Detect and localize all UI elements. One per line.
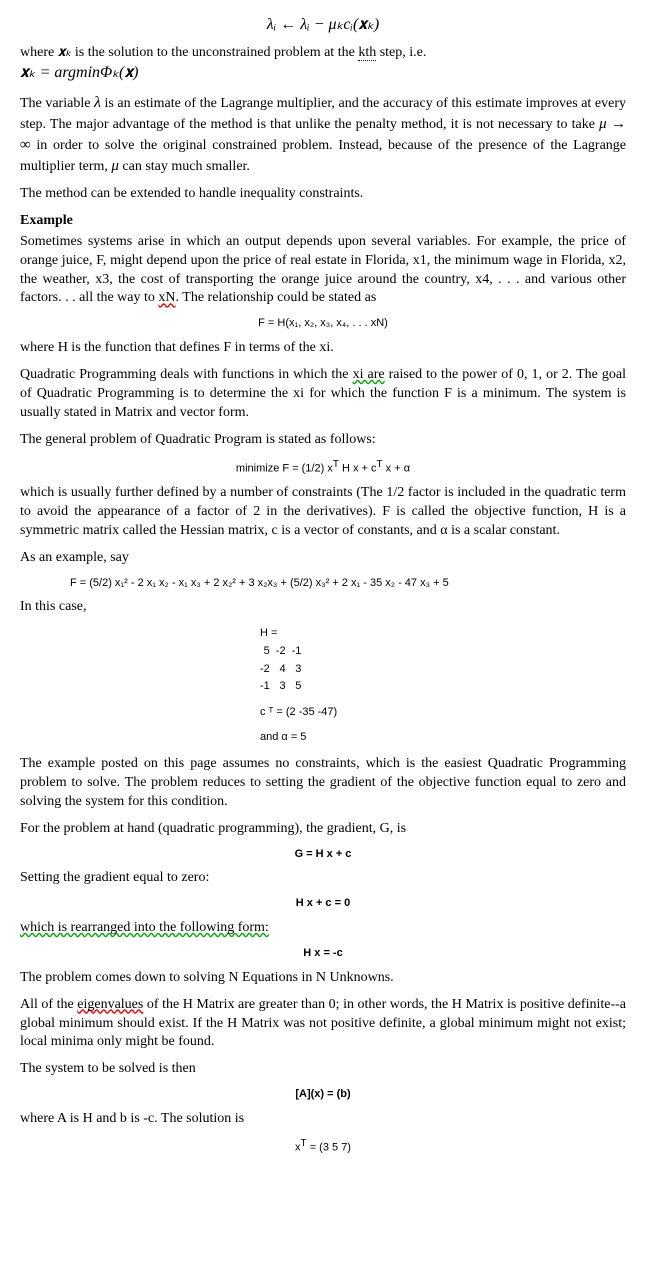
text: H x + c — [339, 462, 377, 474]
alpha-value: and α = 5 — [260, 729, 626, 747]
eq-f-equals-h: F = H(x₁, x₂, x₃, x₄, . . . xN) — [20, 316, 626, 331]
cell: -2 — [276, 643, 292, 661]
xn-word: xN — [158, 290, 175, 305]
para-qp-deals: Quadratic Programming deals with functio… — [20, 366, 626, 423]
text: . The relationship could be stated as — [176, 290, 377, 305]
text: The variable — [20, 96, 94, 111]
cell: 5 — [292, 678, 308, 696]
para-eigenvalues: All of the eigenvalues of the H Matrix a… — [20, 996, 626, 1053]
cell: -1 — [260, 678, 276, 696]
para-system-solved: The system to be solved is then — [20, 1060, 626, 1079]
argmin-eq: 𝐱ₖ = argminΦₖ(𝐱) — [20, 64, 138, 81]
heading-example: Example — [20, 213, 73, 228]
cell: 3 — [276, 678, 292, 696]
eq-g: G = H x + c — [20, 847, 626, 862]
c-transpose: c ᵀ = (2 -35 -47) — [260, 704, 626, 722]
cell: 3 — [292, 661, 308, 679]
eq-hx-negc: H x = -c — [20, 946, 626, 961]
text: Quadratic Programming deals with functio… — [20, 367, 353, 382]
h-matrix: 5-2-1 -243 -135 — [260, 643, 307, 696]
para-n-unknowns: The problem comes down to solving N Equa… — [20, 969, 626, 988]
matrix-h-block: H = 5-2-1 -243 -135 c ᵀ = (2 -35 -47) an… — [260, 625, 626, 747]
eq-xt-solution: xT = (3 5 7) — [20, 1137, 626, 1156]
eq-lambda-update: λᵢ ← λᵢ − μₖcᵢ(𝐱ₖ) — [20, 14, 626, 36]
para-constraints: which is usually further defined by a nu… — [20, 484, 626, 541]
cell: 5 — [260, 643, 276, 661]
para-example-posted: The example posted on this page assumes … — [20, 755, 626, 812]
kth-word: kth — [358, 45, 376, 61]
para-variable-lambda: The variable λ is an estimate of the Lag… — [20, 92, 626, 177]
mu-symbol: μ — [111, 158, 119, 174]
h-label: H = — [260, 625, 626, 643]
text: is an estimate of the Lagrange multiplie… — [20, 96, 626, 132]
cell: 4 — [276, 661, 292, 679]
para-gradient: For the problem at hand (quadratic progr… — [20, 820, 626, 839]
eq-minimize: minimize F = (1/2) xT H x + cT x + α — [20, 458, 626, 477]
xi-are: xi are — [353, 367, 385, 382]
para-where-h: where H is the function that defines F i… — [20, 339, 626, 358]
rearranged-text: which is rearranged into the following f… — [20, 920, 269, 935]
para-in-this-case: In this case, — [20, 598, 626, 617]
eq-f-long: F = (5/2) x₁² - 2 x₁ x₂ - x₁ x₃ + 2 x₂² … — [70, 576, 626, 591]
para-general-problem: The general problem of Quadratic Program… — [20, 431, 626, 450]
para-example: Sometimes systems arise in which an outp… — [20, 233, 626, 309]
xk-symbol: 𝐱ₖ — [58, 45, 72, 60]
para-as-example: As an example, say — [20, 549, 626, 568]
eq-ax-b: [A](x) = (b) — [20, 1087, 626, 1102]
text: step, i.e. — [376, 45, 426, 60]
lambda-symbol: λ — [94, 94, 101, 111]
text: can stay much smaller. — [119, 159, 250, 174]
cell: -1 — [292, 643, 308, 661]
text: where — [20, 45, 58, 60]
text: = (3 5 7) — [307, 1142, 351, 1154]
eigenvalues-word: eigenvalues — [77, 997, 143, 1012]
para-extend: The method can be extended to handle ine… — [20, 185, 626, 204]
para-setting-zero: Setting the gradient equal to zero: — [20, 869, 626, 888]
para-where-xk: where 𝐱ₖ is the solution to the unconstr… — [20, 44, 626, 85]
para-rearranged: which is rearranged into the following f… — [20, 919, 626, 938]
text: All of the — [20, 997, 77, 1012]
text: x + α — [383, 462, 410, 474]
cell: -2 — [260, 661, 276, 679]
text: is the solution to the unconstrained pro… — [71, 45, 358, 60]
text: minimize F = (1/2) x — [236, 462, 333, 474]
para-where-a-h: where A is H and b is -c. The solution i… — [20, 1110, 626, 1129]
eq-hxc-zero: H x + c = 0 — [20, 896, 626, 911]
